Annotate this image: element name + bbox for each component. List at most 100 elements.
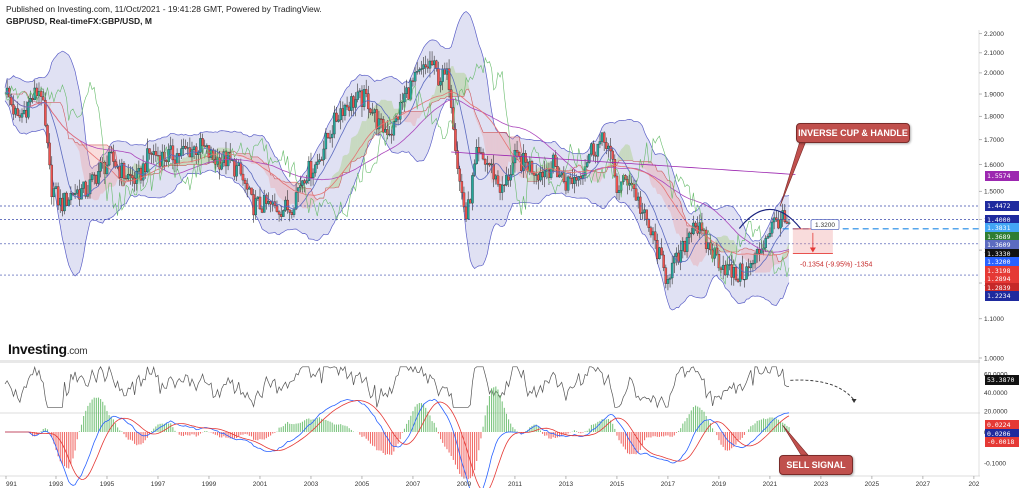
candle-body: [639, 196, 642, 214]
cloud-segment: [748, 249, 751, 263]
inverse-cup-callout: INVERSE CUP & HANDLE: [796, 123, 910, 143]
cloud-segment: [415, 111, 418, 126]
candle-body: [709, 242, 712, 251]
moving-averages: [4, 56, 796, 285]
candle-body: [690, 232, 693, 235]
cloud-segment: [419, 111, 422, 119]
candle-body: [309, 161, 313, 179]
candle-body: [732, 267, 736, 278]
candle-body: [67, 199, 70, 206]
cloud-segment: [691, 225, 694, 266]
candle-body: [326, 132, 330, 138]
candle-body: [426, 66, 430, 69]
cloud-segment: [289, 182, 292, 205]
price-tag: 1.2894: [985, 274, 1019, 285]
candle-body: [99, 162, 102, 172]
cloud-segment: [340, 156, 343, 182]
candle-body: [313, 164, 317, 174]
candle-body: [564, 181, 568, 191]
candle-body: [267, 201, 270, 204]
candle-body: [768, 233, 772, 237]
cloud-segment: [767, 251, 770, 273]
candle-body: [483, 158, 487, 165]
cloud-segment: [270, 174, 273, 188]
candle-body: [592, 143, 595, 156]
candle-body: [441, 68, 444, 82]
investing-logo: Investing.com: [8, 341, 88, 357]
price-tag: 0.0206: [985, 428, 1019, 439]
cloud-segment: [629, 145, 632, 161]
cloud-segment: [219, 147, 222, 153]
cloud-segment: [274, 178, 277, 194]
candle-body: [694, 222, 697, 227]
candle-body: [679, 250, 682, 263]
cloud-segment: [79, 144, 82, 166]
candle-body: [341, 108, 345, 116]
candle-body: [228, 152, 232, 161]
cloud-segment: [196, 154, 199, 165]
cloud-segment: [497, 132, 501, 182]
cloud-segment: [432, 94, 435, 103]
candle-body: [305, 180, 308, 184]
candle-body: [411, 80, 415, 82]
candle-body: [477, 147, 481, 153]
candle-body: [743, 279, 746, 281]
candle-body: [581, 175, 585, 179]
cloud-segment: [189, 155, 192, 165]
cloud-segment: [236, 153, 239, 158]
candle-body: [641, 212, 644, 214]
candle-body: [452, 107, 455, 130]
cloud-segment: [699, 230, 702, 262]
price-tag: -0.0018: [985, 437, 1019, 448]
candle-body: [413, 71, 417, 82]
candle-body: [721, 264, 725, 270]
candle-body: [475, 147, 478, 165]
candle-body: [683, 240, 687, 252]
candle-body: [486, 163, 489, 165]
candle-body: [611, 150, 614, 160]
candle-body: [787, 222, 791, 224]
candle-body: [575, 177, 578, 181]
cloud-segment: [483, 132, 486, 150]
candle-body: [749, 263, 753, 269]
cloud-segment: [627, 144, 630, 161]
candle-body: [328, 137, 332, 139]
cloud-segment: [725, 235, 728, 252]
candle-body: [594, 154, 597, 157]
candle-body: [265, 194, 268, 204]
candle-body: [345, 104, 349, 108]
candle-body: [422, 64, 425, 69]
candle-body: [415, 71, 419, 73]
cloud-segment: [302, 187, 305, 209]
cloud-segment: [436, 85, 439, 102]
price-tag: 1.3689: [985, 231, 1019, 242]
price-tag: 1.3200: [985, 257, 1019, 268]
symbol-title: GBP/USD, Real-timeFX:GBP/USD, M: [6, 16, 152, 26]
candle-body: [764, 238, 767, 249]
x-tick-label: 991: [6, 481, 17, 488]
candle-body: [634, 188, 638, 201]
price-tag: 1.3198: [985, 265, 1019, 276]
cloud-segment: [470, 93, 473, 108]
candle-body: [330, 133, 334, 138]
candle-body: [258, 196, 262, 210]
candle-body: [779, 219, 782, 229]
candle-body: [322, 148, 325, 161]
cloud-segment: [678, 198, 681, 238]
candle-body: [598, 141, 602, 145]
candle-body: [747, 266, 750, 269]
cloud-segment: [226, 147, 229, 153]
x-tick-label: 1999: [202, 481, 217, 488]
ma-mid: [4, 90, 790, 256]
candle-body: [537, 174, 540, 181]
candle-body: [401, 101, 404, 103]
cloud-segment: [495, 132, 498, 182]
rsi-tick-label: 40.0000: [984, 390, 1008, 397]
cloud-segment: [506, 132, 509, 175]
bollinger-upper: [4, 11, 790, 242]
candle-body: [418, 69, 421, 72]
candle-body: [447, 68, 451, 90]
candle-body: [107, 151, 111, 166]
cloud-segment: [334, 172, 337, 188]
cloud-segment: [759, 251, 762, 273]
